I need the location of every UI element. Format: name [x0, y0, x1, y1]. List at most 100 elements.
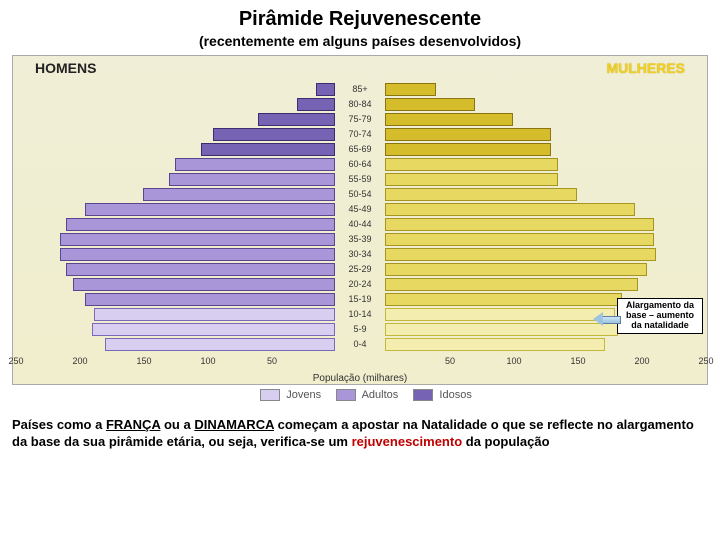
- bar-female: [385, 188, 577, 201]
- bar-female: [385, 218, 654, 231]
- legend-swatch-idosos: [413, 389, 433, 401]
- age-label: 40-44: [335, 217, 385, 232]
- age-row: 40-44: [13, 217, 707, 232]
- bar-female: [385, 233, 654, 246]
- bar-male: [316, 83, 335, 96]
- age-label: 15-19: [335, 292, 385, 307]
- x-tick: 250: [698, 356, 713, 366]
- bar-female: [385, 158, 558, 171]
- arrow-left-icon: [593, 312, 621, 326]
- bar-male: [297, 98, 335, 111]
- bar-female: [385, 323, 618, 336]
- bar-male: [175, 158, 335, 171]
- x-tick: 50: [445, 356, 455, 366]
- age-label: 55-59: [335, 172, 385, 187]
- age-row: 60-64: [13, 157, 707, 172]
- caption-text: da população: [462, 434, 549, 449]
- age-label: 65-69: [335, 142, 385, 157]
- page-subtitle: (recentemente em alguns países desenvolv…: [12, 33, 708, 49]
- age-row: 80-84: [13, 97, 707, 112]
- x-tick: 50: [267, 356, 277, 366]
- bar-male: [66, 218, 335, 231]
- annotation-box: Alargamento da base – aumento da natalid…: [617, 298, 703, 334]
- x-tick: 150: [136, 356, 151, 366]
- bar-female: [385, 83, 436, 96]
- bar-female: [385, 143, 551, 156]
- caption: Países como a FRANÇA ou a DINAMARCA come…: [12, 417, 708, 451]
- legend-label-adultos: Adultos: [362, 389, 399, 401]
- bar-male: [60, 248, 335, 261]
- age-row: 30-34: [13, 247, 707, 262]
- x-axis: 2502001501005050100150200250: [13, 356, 707, 370]
- bar-female: [385, 113, 513, 126]
- age-label: 35-39: [335, 232, 385, 247]
- bar-male: [60, 233, 335, 246]
- bar-male: [66, 263, 335, 276]
- bar-male: [85, 203, 335, 216]
- legend-label-jovens: Jovens: [286, 389, 321, 401]
- bar-female: [385, 278, 638, 291]
- bar-male: [92, 323, 335, 336]
- bar-female: [385, 203, 635, 216]
- age-label: 20-24: [335, 277, 385, 292]
- x-tick: 150: [570, 356, 585, 366]
- age-label: 85+: [335, 82, 385, 97]
- bar-female: [385, 293, 622, 306]
- age-row: 85+: [13, 82, 707, 97]
- bar-female: [385, 308, 615, 321]
- bar-male: [73, 278, 335, 291]
- caption-text: Países como a: [12, 417, 106, 432]
- age-row: 0-4: [13, 337, 707, 352]
- bar-female: [385, 98, 475, 111]
- age-label: 10-14: [335, 307, 385, 322]
- age-row: 75-79: [13, 112, 707, 127]
- age-label: 75-79: [335, 112, 385, 127]
- bar-female: [385, 263, 647, 276]
- age-label: 5-9: [335, 322, 385, 337]
- age-row: 50-54: [13, 187, 707, 202]
- bar-male: [94, 308, 335, 321]
- age-row: 65-69: [13, 142, 707, 157]
- age-row: 70-74: [13, 127, 707, 142]
- label-mulheres: MULHERES: [606, 60, 685, 76]
- age-row: 20-24: [13, 277, 707, 292]
- bar-female: [385, 128, 551, 141]
- bar-female: [385, 248, 656, 261]
- bar-male: [105, 338, 335, 351]
- age-label: 0-4: [335, 337, 385, 352]
- age-label: 25-29: [335, 262, 385, 277]
- bar-male: [258, 113, 335, 126]
- legend-label-idosos: Idosos: [439, 389, 471, 401]
- age-label: 45-49: [335, 202, 385, 217]
- bar-male: [201, 143, 335, 156]
- age-label: 50-54: [335, 187, 385, 202]
- caption-franca: FRANÇA: [106, 417, 160, 432]
- bar-female: [385, 173, 558, 186]
- bar-male: [213, 128, 335, 141]
- x-tick: 100: [200, 356, 215, 366]
- age-label: 30-34: [335, 247, 385, 262]
- caption-text: ou a: [160, 417, 194, 432]
- x-tick: 100: [506, 356, 521, 366]
- caption-dinamarca: DINAMARCA: [194, 417, 274, 432]
- age-label: 70-74: [335, 127, 385, 142]
- label-homens: HOMENS: [35, 60, 96, 76]
- age-row: 45-49: [13, 202, 707, 217]
- age-row: 55-59: [13, 172, 707, 187]
- bar-male: [169, 173, 335, 186]
- legend-swatch-jovens: [260, 389, 280, 401]
- age-row: 25-29: [13, 262, 707, 277]
- legend-swatch-adultos: [336, 389, 356, 401]
- age-label: 60-64: [335, 157, 385, 172]
- pyramid-chart: HOMENS MULHERES 85+80-8475-7970-7465-696…: [12, 55, 708, 385]
- bar-male: [143, 188, 335, 201]
- caption-rejuv: rejuvenescimento: [352, 434, 463, 449]
- x-tick: 250: [8, 356, 23, 366]
- x-tick: 200: [634, 356, 649, 366]
- age-row: 35-39: [13, 232, 707, 247]
- bar-male: [85, 293, 335, 306]
- legend: Jovens Adultos Idosos: [12, 389, 708, 401]
- age-label: 80-84: [335, 97, 385, 112]
- bar-female: [385, 338, 605, 351]
- x-axis-label: População (milhares): [313, 373, 408, 384]
